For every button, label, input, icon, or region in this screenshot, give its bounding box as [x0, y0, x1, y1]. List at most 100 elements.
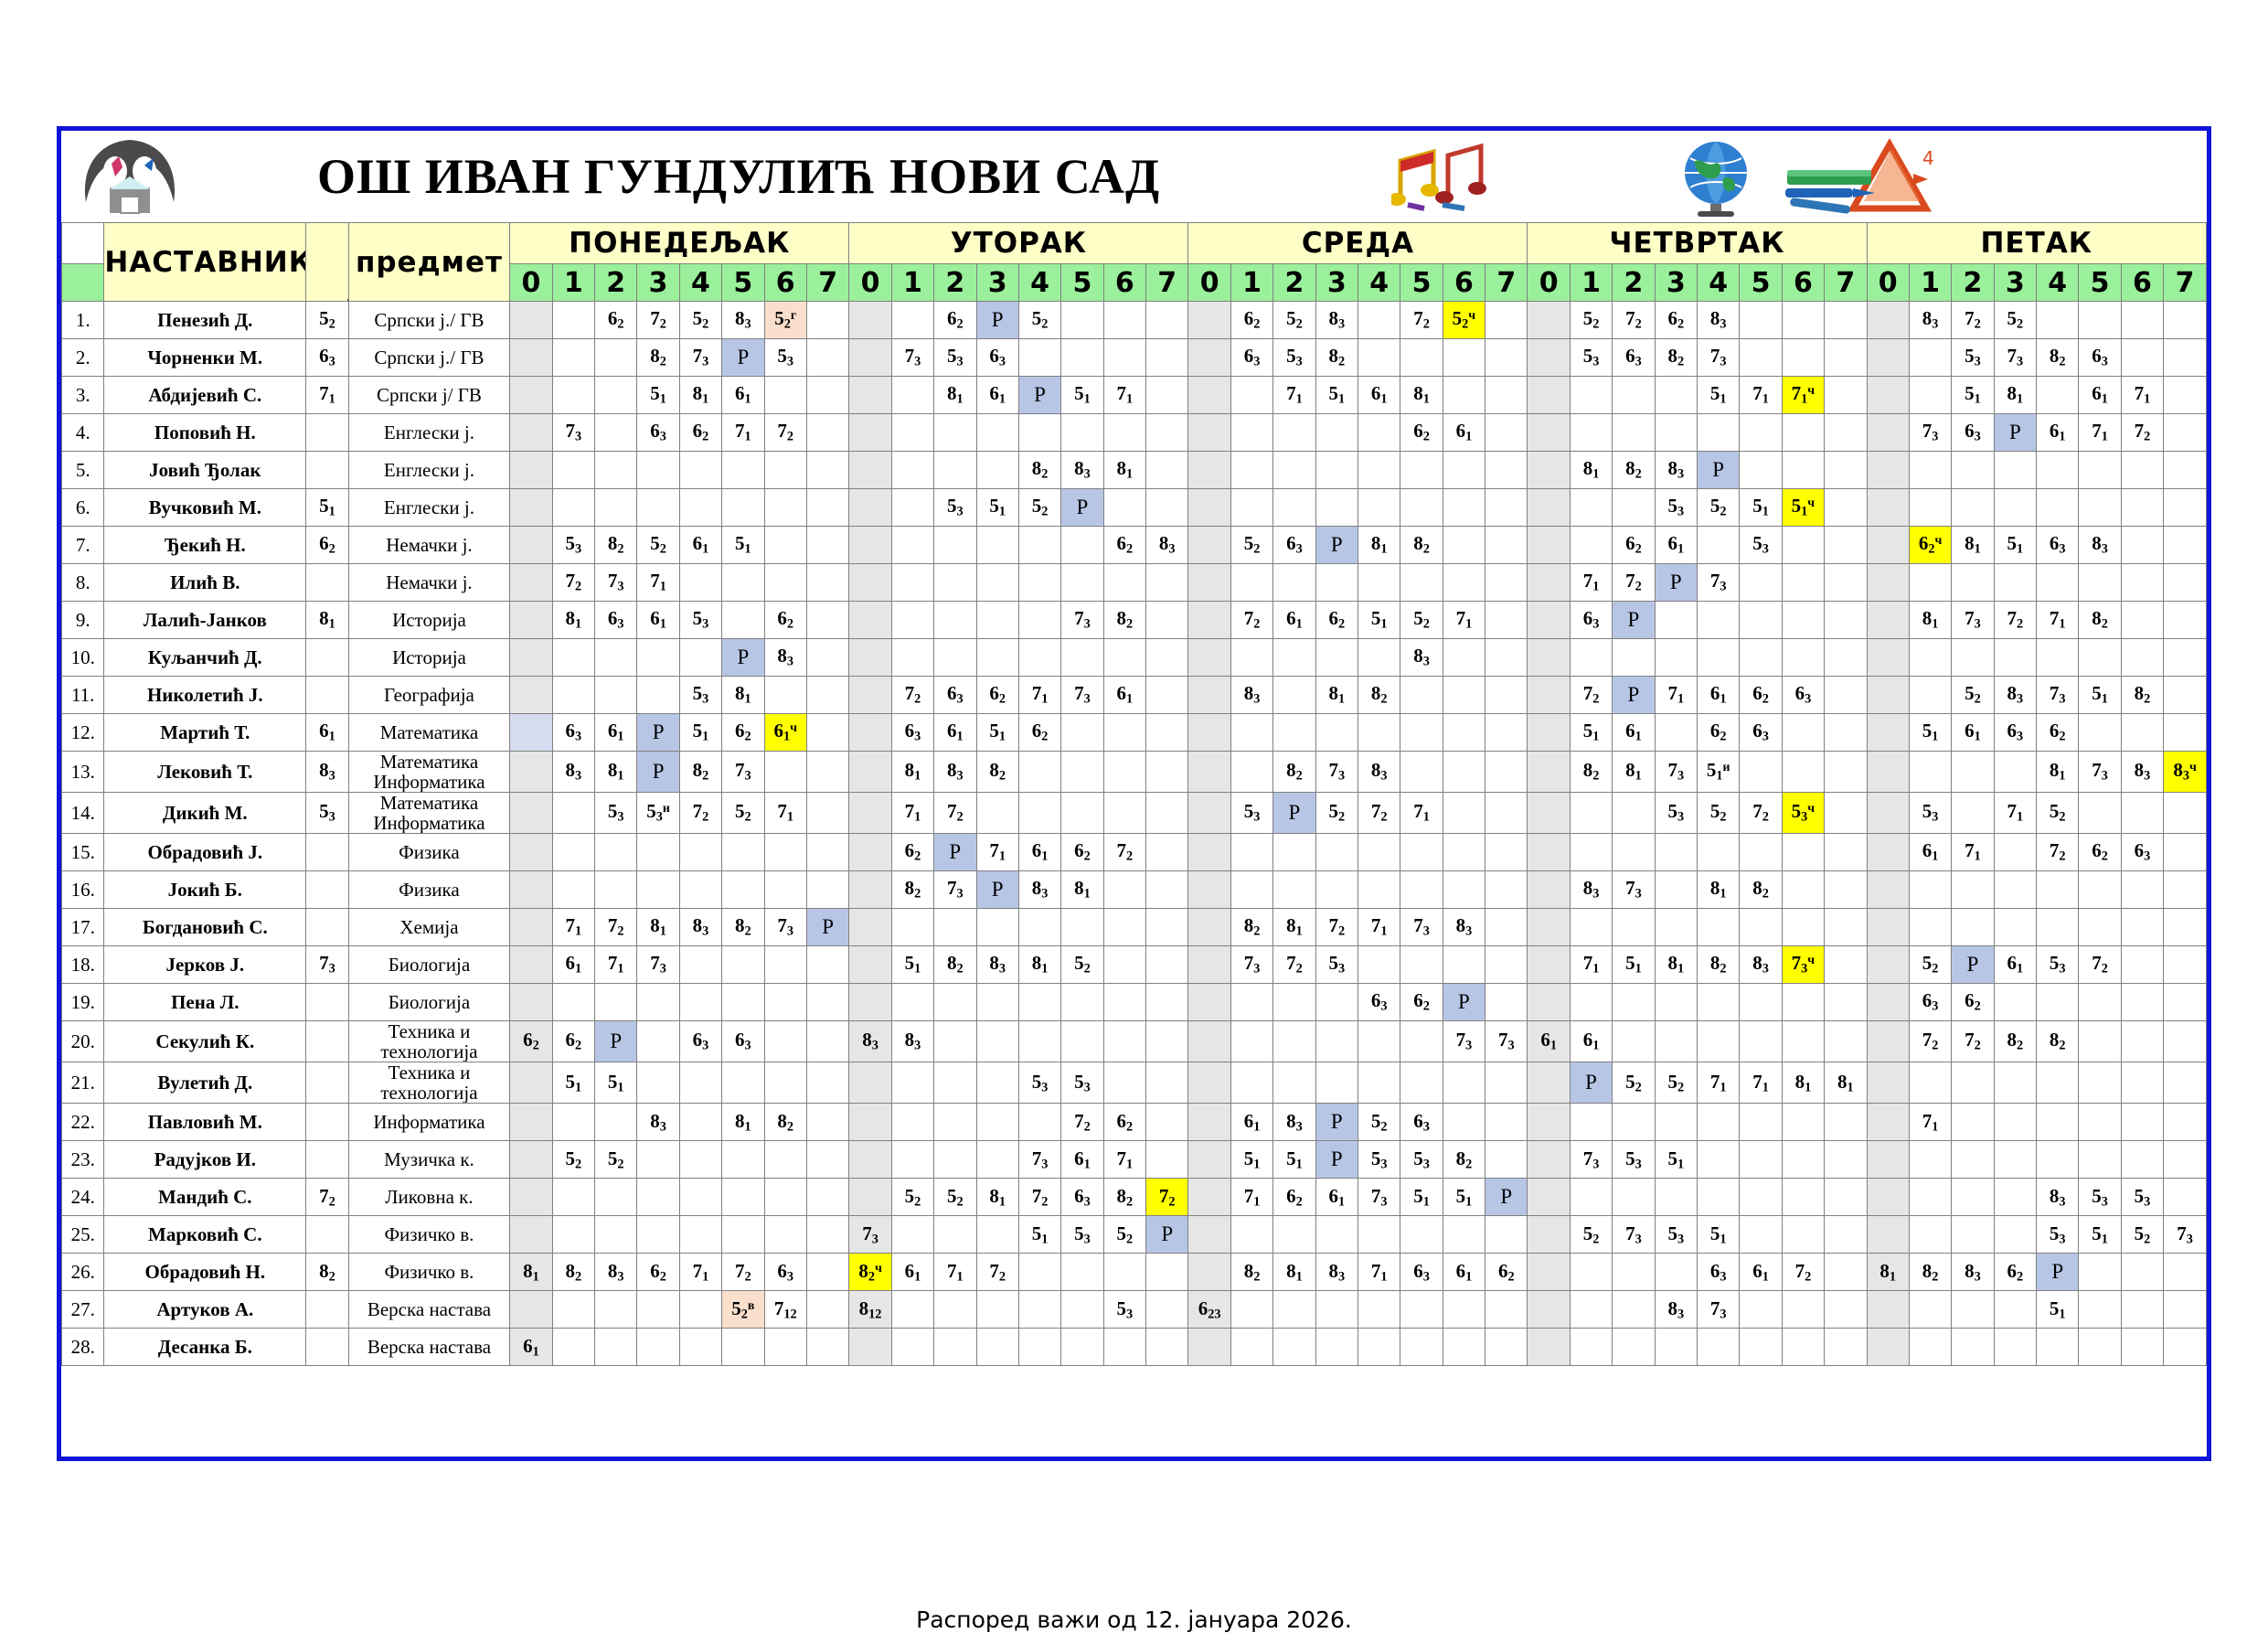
teacher-name: Пенезић Д.	[103, 301, 307, 339]
slot-thu-0	[1527, 1215, 1571, 1254]
slot-wed-6	[1442, 338, 1486, 377]
slot-tue-2	[933, 1290, 977, 1329]
slot-tue-2: 71	[933, 1253, 977, 1292]
slot-wed-5: 83	[1400, 638, 1443, 677]
slot-wed-2: 82	[1272, 750, 1316, 794]
slot-wed-2	[1272, 1290, 1316, 1329]
slot-mon-4	[678, 1328, 723, 1367]
homeroom-class: 73	[305, 945, 349, 985]
slot-thu-2	[1612, 1020, 1656, 1063]
slot-wed-5	[1400, 1215, 1443, 1254]
slot-tue-1: 72	[890, 676, 935, 714]
slot-tue-1: 51	[890, 945, 935, 985]
slot-tue-4	[1017, 526, 1062, 564]
slot-tue-5	[1060, 983, 1104, 1022]
slot-fri-6	[2120, 638, 2165, 677]
slot-thu-6	[1781, 1140, 1826, 1179]
slot-tue-5: 81	[1060, 870, 1104, 910]
homeroom-class	[305, 1328, 349, 1367]
slot-mon-2	[594, 676, 638, 714]
slot-mon-7	[805, 983, 850, 1022]
slot-wed-3: 51	[1315, 376, 1358, 414]
slot-fri-0	[1866, 908, 1910, 947]
slot-mon-3	[636, 1020, 680, 1063]
slot-mon-0	[509, 301, 553, 339]
homeroom-class	[305, 1020, 349, 1063]
slot-tue-1	[890, 563, 935, 602]
slot-thu-7	[1824, 376, 1868, 414]
slot-thu-7: 81	[1824, 1062, 1868, 1105]
slot-thu-6	[1781, 983, 1826, 1022]
slot-thu-4: 51и	[1696, 750, 1741, 794]
slot-thu-3: 81	[1654, 945, 1698, 985]
slot-fri-4	[2036, 488, 2080, 527]
slot-wed-4: 53	[1357, 1140, 1401, 1179]
homeroom-class	[305, 983, 349, 1022]
slot-tue-2	[933, 1103, 977, 1142]
slot-mon-1: 63	[551, 713, 596, 752]
slot-mon-0	[509, 1290, 553, 1329]
slot-wed-3	[1315, 1062, 1358, 1105]
hour-header-tue-5: 5	[1060, 263, 1104, 302]
slot-fri-1	[1908, 1140, 1953, 1179]
slot-tue-1	[890, 301, 935, 339]
slot-tue-5	[1060, 1253, 1104, 1292]
slot-mon-2: 72	[594, 908, 638, 947]
slot-wed-7: 73	[1485, 1020, 1528, 1063]
slot-fri-4: 82	[2036, 338, 2080, 377]
school-logo-icon	[61, 131, 198, 222]
slot-mon-6	[763, 1020, 807, 1063]
teacher-name: Дикић М.	[103, 792, 307, 835]
slot-mon-4: 82	[678, 750, 723, 794]
slot-wed-3: 81	[1315, 676, 1358, 714]
globe-icon	[1670, 131, 1771, 222]
slot-tue-1: 82	[890, 870, 935, 910]
slot-thu-3	[1654, 413, 1698, 452]
slot-fri-5: 63	[2078, 338, 2122, 377]
slot-wed-3: 62	[1315, 601, 1358, 639]
slot-tue-4	[1017, 983, 1062, 1022]
slot-wed-6	[1442, 1103, 1486, 1142]
slot-thu-2: 73	[1612, 870, 1656, 910]
slot-mon-4	[678, 638, 723, 677]
slot-fri-4	[2036, 638, 2080, 677]
slot-fri-7	[2163, 563, 2207, 602]
slot-tue-7	[1145, 413, 1189, 452]
subject-name: Српски ј/ ГВ	[347, 376, 511, 414]
slot-tue-4	[1017, 1020, 1062, 1063]
slot-fri-5	[2078, 713, 2122, 752]
slot-thu-3	[1654, 908, 1698, 947]
slot-thu-1: 52	[1569, 301, 1613, 339]
slot-mon-5: Р	[721, 638, 765, 677]
slot-thu-3: 61	[1654, 526, 1698, 564]
slot-tue-7: 83	[1145, 526, 1189, 564]
slot-wed-0	[1187, 750, 1231, 794]
slot-thu-3	[1654, 1020, 1698, 1063]
slot-tue-4: 72	[1017, 1178, 1062, 1217]
row-index: 1.	[60, 301, 105, 339]
slot-thu-5	[1739, 1020, 1783, 1063]
slot-tue-3: Р	[975, 870, 1019, 910]
slot-thu-4: 52	[1696, 792, 1741, 835]
slot-tue-5	[1060, 638, 1104, 677]
slot-thu-4	[1696, 908, 1741, 947]
slot-thu-7	[1824, 338, 1868, 377]
slot-tue-2	[933, 1062, 977, 1105]
slot-mon-1: 53	[551, 526, 596, 564]
slot-wed-2: 71	[1272, 376, 1316, 414]
slot-thu-7	[1824, 1215, 1868, 1254]
slot-wed-5: 81	[1400, 376, 1443, 414]
slot-mon-7	[805, 1103, 850, 1142]
slot-tue-2: 82	[933, 945, 977, 985]
slot-tue-5	[1060, 908, 1104, 947]
slot-fri-3	[1993, 908, 2038, 947]
slot-mon-5	[721, 1215, 765, 1254]
hour-header-wed-1: 1	[1230, 263, 1274, 302]
slot-tue-5: 62	[1060, 833, 1104, 872]
slot-mon-0	[509, 1103, 553, 1142]
slot-wed-3: Р	[1315, 526, 1358, 564]
slot-wed-5: 52	[1400, 601, 1443, 639]
teacher-name: Лалић-Јанков	[103, 601, 307, 639]
slot-fri-3	[1993, 983, 2038, 1022]
slot-tue-4	[1017, 601, 1062, 639]
